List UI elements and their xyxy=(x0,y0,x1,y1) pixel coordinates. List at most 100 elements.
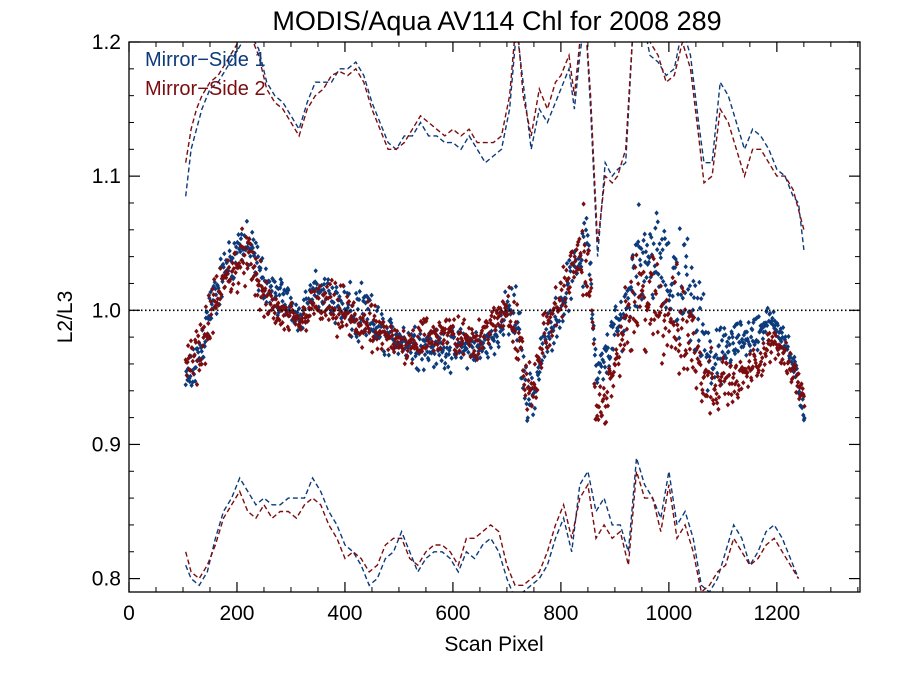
mirror-side-2-point xyxy=(744,373,750,379)
mirror-side-1-point xyxy=(394,342,399,348)
mirror-side-1-point xyxy=(753,339,758,346)
mirror-side-1-point xyxy=(527,371,533,377)
mirror-side-1-point xyxy=(708,349,713,355)
mirror-side-2-point xyxy=(560,314,565,320)
mirror-side-2-point xyxy=(547,342,552,348)
mirror-side-2-point xyxy=(763,353,769,359)
mirror-side-1-point xyxy=(722,325,727,331)
mirror-side-2-point xyxy=(777,345,782,351)
mirror-side-2-point xyxy=(706,369,712,375)
mirror-side-2-point xyxy=(699,381,704,387)
mirror-side-2-point xyxy=(261,314,267,320)
mirror-side-1-point xyxy=(270,276,275,282)
mirror-side-1-point xyxy=(664,241,669,248)
mirror-side-1-point xyxy=(732,324,737,330)
mirror-side-2-point xyxy=(512,329,517,335)
mirror-side-1-point xyxy=(545,310,551,317)
mirror-side-2-point xyxy=(616,361,621,367)
mirror-side-1-point xyxy=(791,369,796,375)
mirror-side-2-point xyxy=(352,318,357,324)
mirror-side-2-point xyxy=(498,323,504,329)
mirror-side-2-point xyxy=(481,334,486,340)
mirror-side-2-point xyxy=(363,326,368,332)
mirror-side-1-point xyxy=(400,339,405,345)
mirror-side-1-point xyxy=(660,247,665,253)
mirror-side-2-point xyxy=(194,328,199,334)
mirror-side-2-point xyxy=(320,315,325,322)
mirror-side-1-point xyxy=(557,325,562,331)
mirror-side-2-point xyxy=(233,270,238,276)
mirror-side-1-point xyxy=(667,292,672,298)
mirror-side-1-point xyxy=(701,331,707,337)
mirror-side-2-point xyxy=(648,270,653,276)
mirror-side-2-point xyxy=(787,366,792,372)
mirror-side-1-point xyxy=(216,285,221,291)
mirror-side-2-point xyxy=(418,328,423,334)
mirror-side-1-point xyxy=(588,260,593,266)
mirror-side-1-point xyxy=(212,279,217,285)
mirror-side-2-point xyxy=(651,256,656,262)
mirror-side-1-point xyxy=(322,276,327,282)
mirror-side-2-point xyxy=(577,236,582,242)
mirror-side-1-point xyxy=(705,387,710,394)
mirror-side-1-point xyxy=(685,286,691,292)
mirror-side-2-point xyxy=(517,338,522,344)
mirror-side-1-point xyxy=(603,348,609,354)
mirror-side-2-point xyxy=(721,370,726,376)
mirror-side-1-point xyxy=(538,335,543,342)
mirror-side-2-point xyxy=(346,298,352,305)
mirror-side-1-point xyxy=(643,259,648,265)
mirror-side-1-point xyxy=(776,334,781,340)
mirror-side-1-point xyxy=(601,359,606,365)
mirror-side-1-point xyxy=(357,288,362,295)
mirror-side-2-point xyxy=(186,355,191,361)
mirror-side-1-point xyxy=(691,295,697,301)
mirror-side-1-point xyxy=(648,274,653,280)
mirror-side-2-point xyxy=(514,301,520,308)
mirror-side-1-point xyxy=(765,305,770,311)
mirror-side-1-point xyxy=(498,329,503,335)
mirror-side-2-point xyxy=(446,326,451,332)
mirror-side-2-point xyxy=(666,328,672,334)
mirror-side-1-point xyxy=(356,338,361,344)
mirror-side-2-point xyxy=(505,311,510,318)
mirror-side-2-point xyxy=(791,375,796,381)
mirror-side-2-point xyxy=(783,347,788,353)
mirror-side-2-point xyxy=(511,299,517,305)
mirror-side-1-point xyxy=(540,341,545,347)
mirror-side-2-point xyxy=(492,314,497,321)
mirror-side-1-point xyxy=(451,334,457,340)
mirror-side-2-point xyxy=(242,252,247,258)
mirror-side-1-point xyxy=(353,290,359,296)
mirror-side-2-point xyxy=(540,350,545,356)
mirror-side-1-point xyxy=(413,353,418,359)
mirror-side-2-point xyxy=(790,366,795,372)
mirror-side-2-point xyxy=(500,317,505,323)
mirror-side-2-point xyxy=(274,318,279,324)
mirror-side-2-point xyxy=(739,364,745,370)
mirror-side-2-point xyxy=(572,254,577,260)
mirror-side-1-point xyxy=(408,350,413,356)
mirror-side-2-point xyxy=(722,391,728,397)
mirror-side-1-point xyxy=(756,314,761,320)
mirror-side-1-point xyxy=(485,332,490,338)
mirror-side-2-point xyxy=(652,309,657,315)
mirror-side-1-point xyxy=(304,296,309,302)
mirror-side-2-point xyxy=(384,324,389,330)
mirror-side-1-point xyxy=(532,405,538,411)
mirror-side-1-point xyxy=(551,328,556,334)
mirror-side-2-point xyxy=(698,362,703,368)
mirror-side-2-point xyxy=(232,250,238,256)
mirror-side-2-point xyxy=(549,328,554,335)
mirror-side-2-point xyxy=(469,326,475,332)
mirror-side-2-point xyxy=(374,336,380,342)
mirror-side-1-point xyxy=(189,382,194,388)
mirror-side-2-point xyxy=(370,349,375,355)
mirror-side-1-point xyxy=(522,395,527,401)
mirror-side-2-point xyxy=(595,413,600,419)
mirror-side-1-point xyxy=(535,369,540,375)
mirror-side-2-point xyxy=(797,385,802,391)
mirror-side-2-point xyxy=(720,359,725,365)
mirror-side-2-point xyxy=(345,294,350,300)
mirror-side-2-point xyxy=(761,345,767,351)
